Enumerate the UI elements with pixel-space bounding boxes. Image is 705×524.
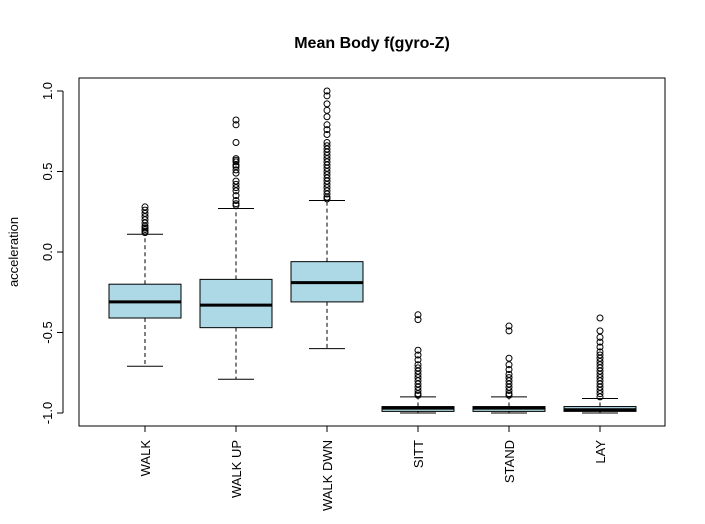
x-tick-label: WALK UP [229,440,244,498]
outlier-point [596,314,604,322]
x-tick-label: WALK DWN [320,440,335,511]
outlier-point [323,92,331,100]
outlier-point [141,229,149,237]
boxes-group [108,87,637,414]
outlier-point [232,139,240,147]
box-sitt [381,311,455,414]
outlier-point [232,169,240,177]
outlier-point [414,356,422,364]
outlier-point [414,346,422,354]
box-lay [563,314,637,414]
outlier-point [232,166,240,174]
plot-frame [78,77,666,427]
outlier-point [323,106,331,114]
outlier-point [414,351,422,359]
outlier-point [505,322,513,330]
box-stand [472,322,546,414]
x-tick-label: SITT [411,440,426,468]
outlier-point [323,130,331,138]
y-tick-label: 0.0 [40,243,55,261]
y-axis: -1.0 -0.5 0.0 0.5 1.0 [40,82,64,424]
y-axis-label: acceleration [6,217,21,287]
outlier-point [414,311,422,319]
x-tick-label: WALK [138,440,153,477]
y-tick-label: 0.5 [40,162,55,180]
outlier-point [596,343,604,351]
x-tick-label: LAY [593,440,608,464]
outlier-point [596,338,604,346]
outlier-point [505,361,513,369]
outlier-point [232,196,240,204]
outlier-point [323,100,331,108]
outlier-point [232,116,240,124]
outlier-point [323,113,331,121]
iqr-box [199,278,273,329]
y-tick-label: -0.5 [40,321,55,343]
box-walk-up [199,116,273,380]
x-tick-label: STAND [502,440,517,483]
outlier-point [323,87,331,95]
outlier-point [596,333,604,341]
outlier-point [232,192,240,200]
outlier-point [232,158,240,166]
box-walk-dwn [290,87,364,350]
outlier-point [505,327,513,335]
y-tick-label: -1.0 [40,402,55,424]
outlier-point [323,195,331,203]
outlier-point [414,386,422,394]
outlier-point [232,184,240,192]
outlier-point [232,121,240,129]
outlier-point [505,391,513,399]
outlier-point [414,391,422,399]
chart-title: Mean Body f(gyro-Z) [294,35,450,52]
outlier-point [232,201,240,209]
y-tick-label: 1.0 [40,82,55,100]
box-walk [108,203,182,367]
outlier-point [323,190,331,198]
outlier-point [323,126,331,134]
outlier-point [596,390,604,398]
outlier-point [414,316,422,324]
outlier-point [596,327,604,335]
outlier-point [232,187,240,195]
outlier-point [323,121,331,129]
x-axis: WALK WALK UP WALK DWN SITT STAND LAY [138,425,608,511]
outlier-point [505,354,513,362]
outlier-point [596,393,604,401]
outlier-point [505,386,513,394]
outlier-point [505,366,513,374]
